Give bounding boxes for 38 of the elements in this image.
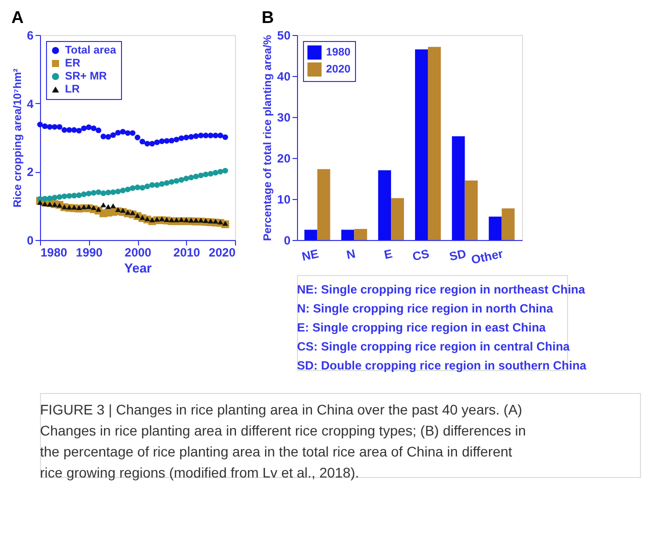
chart-title: A bbox=[11, 8, 24, 27]
legend-label: LR bbox=[65, 84, 80, 96]
y-tick-label: 4 bbox=[26, 96, 34, 111]
x-tick-label: 2010 bbox=[173, 246, 200, 260]
y-tick-label: 10 bbox=[277, 192, 291, 206]
legend-label: SR+ MR bbox=[65, 70, 107, 82]
text: N: Single cropping rice region in north China bbox=[297, 302, 554, 316]
legend-label: ER bbox=[65, 58, 80, 70]
y-tick-label: 20 bbox=[277, 152, 291, 166]
x-tick-label: E bbox=[382, 246, 394, 262]
legend-label: 1980 bbox=[326, 46, 350, 58]
y-tick-label: 30 bbox=[277, 110, 291, 124]
caption: FIGURE 3 | Changes in rice planting area in China over the past 40 years. (A) Changes in rice planting area in different rice cropping types; (B) differences in the percentage of rice planting area in the total rice area of China in different rice growing regions (modified from Lv et al., 2018). bbox=[40, 402, 526, 480]
y-tick-label: 0 bbox=[284, 234, 291, 248]
x-tick-label: 1990 bbox=[76, 246, 103, 260]
text: E: Single cropping rice region in east China bbox=[297, 320, 546, 334]
y-tick-label: 2 bbox=[26, 165, 34, 180]
x-tick-label: Other bbox=[470, 246, 505, 267]
x-tick-label: 1980 bbox=[40, 246, 68, 260]
x-tick-label: NE bbox=[300, 246, 320, 264]
x-tick-label: 2000 bbox=[124, 246, 152, 260]
x-tick-label: CS bbox=[411, 246, 430, 264]
x-tick-label: 2020 bbox=[208, 246, 236, 260]
x-axis-title: Year bbox=[124, 260, 152, 276]
y-axis-title: Percentage of total rice planting area/% bbox=[262, 34, 274, 242]
y-tick-label: 6 bbox=[26, 28, 34, 42]
y-tick-label: 50 bbox=[277, 28, 291, 42]
legend-label: 2020 bbox=[326, 64, 350, 76]
y-tick-label: 0 bbox=[26, 234, 34, 248]
legend-label: Total area bbox=[65, 44, 118, 56]
chart-title: B bbox=[262, 8, 274, 27]
x-tick-label: N bbox=[345, 246, 357, 262]
text: NE: Single cropping rice region in northeast China bbox=[297, 282, 586, 296]
y-axis-title: Rice cropping area/10⁷hm² bbox=[12, 68, 24, 208]
text: SD: Double cropping rice region in southern China bbox=[297, 358, 587, 372]
y-tick-label: 40 bbox=[277, 70, 291, 84]
text: CS: Single cropping rice region in central China bbox=[297, 340, 570, 354]
x-tick-label: SD bbox=[448, 246, 468, 264]
